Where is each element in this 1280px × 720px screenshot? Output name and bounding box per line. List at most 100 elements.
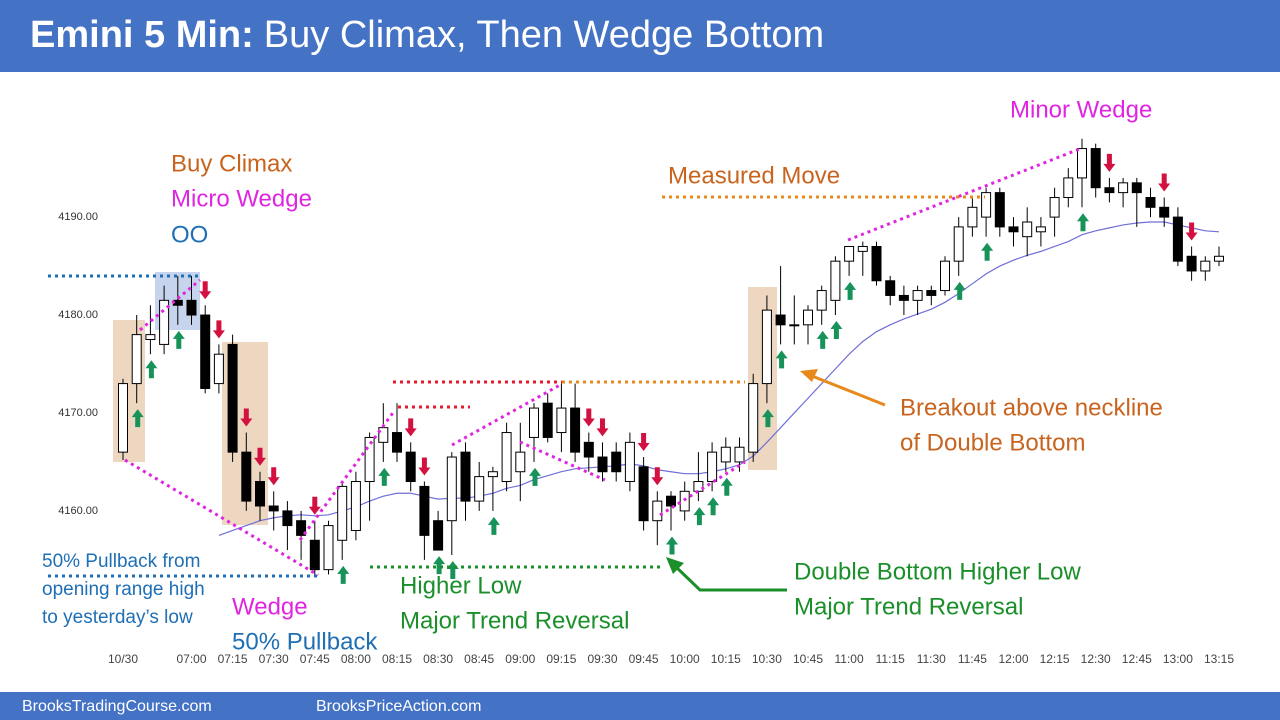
candle-body	[282, 510, 293, 527]
candle-body	[583, 441, 594, 458]
buy-arrow	[707, 497, 720, 516]
buy-arrow	[433, 556, 446, 575]
pointer-head	[666, 557, 684, 574]
x-tick-label: 12:00	[998, 652, 1028, 666]
x-tick-label: 08:30	[423, 652, 453, 666]
candle-body	[501, 432, 512, 483]
candle-body	[309, 539, 320, 571]
annotation: opening range high	[42, 579, 205, 600]
x-tick-label: 12:45	[1122, 652, 1152, 666]
annotation: to yesterday’s low	[42, 607, 193, 628]
dotted-line	[124, 458, 319, 577]
candle-body	[1214, 255, 1224, 262]
candle-body	[405, 451, 416, 483]
x-tick-label: 07:00	[176, 652, 206, 666]
candle-body	[1035, 226, 1046, 233]
moving-average	[218, 221, 1220, 536]
annotation: 50% Pullback	[232, 628, 378, 655]
x-tick-label: 13:00	[1163, 652, 1193, 666]
candle-body	[761, 309, 772, 385]
candle-body	[666, 495, 676, 507]
annotation-lines	[48, 146, 1083, 578]
buy-arrow	[953, 281, 966, 300]
annotation: Double Bottom Higher Low	[794, 558, 1081, 585]
sell-arrow	[1185, 222, 1198, 241]
buy-arrow	[1077, 213, 1089, 232]
x-tick-label: 10/30	[108, 652, 138, 666]
sell-arrow	[240, 408, 253, 427]
buy-arrow	[446, 560, 459, 579]
x-tick-label: 12:15	[1040, 652, 1070, 666]
footer-left: BrooksTradingCourse.com	[22, 698, 212, 715]
candle-body	[912, 290, 923, 301]
sell-arrow	[637, 433, 650, 452]
sell-arrow	[212, 320, 225, 339]
sell-arrow	[199, 281, 212, 300]
candle-body	[296, 520, 307, 536]
footer-right: BrooksPriceAction.com	[316, 698, 481, 715]
x-tick-label: 08:15	[382, 652, 412, 666]
buy-arrow	[529, 467, 541, 486]
candle-body	[734, 446, 745, 463]
annotation: Major Trend Reversal	[794, 593, 1023, 620]
candle-body	[720, 446, 731, 463]
candle-body	[1077, 148, 1087, 179]
candle-body	[624, 441, 635, 483]
annotation: Major Trend Reversal	[400, 607, 629, 634]
dotted-line	[139, 278, 201, 332]
candle-body	[816, 290, 827, 311]
candle-body	[1063, 177, 1074, 199]
candle-body	[953, 226, 964, 262]
dotted-line	[519, 440, 606, 482]
sell-arrow	[582, 408, 595, 427]
candle-body	[159, 299, 170, 345]
candle-body	[255, 481, 265, 507]
x-tick-label: 07:15	[218, 652, 248, 666]
sell-arrow	[651, 467, 664, 486]
candle-body	[556, 407, 567, 434]
candle-body	[515, 451, 526, 473]
sell-arrow	[267, 467, 280, 486]
annotation: of Double Bottom	[900, 429, 1085, 456]
candle-body	[1118, 182, 1129, 194]
candle-body	[364, 436, 375, 483]
x-tick-label: 09:15	[546, 652, 576, 666]
x-tick-label: 12:30	[1081, 652, 1111, 666]
candle-body	[378, 427, 389, 443]
x-tick-label: 10:15	[711, 652, 741, 666]
sell-arrow	[418, 457, 431, 476]
candle-body	[1172, 216, 1183, 262]
candle-body	[1186, 255, 1197, 272]
candle-body	[570, 407, 581, 453]
candle-body	[638, 466, 649, 522]
candle-body	[145, 334, 156, 341]
candle-body	[803, 309, 813, 326]
buy-arrow	[761, 409, 774, 428]
candle-body	[1022, 221, 1033, 238]
candle-body	[1200, 260, 1211, 272]
title-bold: Emini 5 Min:	[30, 14, 254, 56]
candle-body	[857, 245, 868, 252]
candle-body	[1008, 226, 1019, 233]
candle-body	[487, 471, 498, 478]
buy-arrow	[145, 360, 158, 379]
candle-body	[789, 324, 800, 327]
candle-body	[652, 500, 663, 522]
x-tick-label: 07:30	[259, 652, 289, 666]
dotted-line	[659, 460, 746, 517]
candle-body	[830, 260, 841, 301]
candle-body	[241, 451, 252, 502]
buy-arrow	[844, 281, 857, 300]
y-tick-label: 4190.00	[58, 211, 98, 223]
y-tick-label: 4160.00	[58, 505, 98, 517]
candle-body	[898, 294, 909, 301]
x-tick-label: 08:45	[464, 652, 494, 666]
buy-arrow	[487, 516, 500, 535]
x-tick-label: 11:45	[958, 652, 987, 666]
candle-body	[268, 505, 279, 512]
candle-body	[940, 260, 950, 292]
candle-body	[1145, 197, 1156, 208]
annotation: Wedge	[232, 593, 308, 620]
